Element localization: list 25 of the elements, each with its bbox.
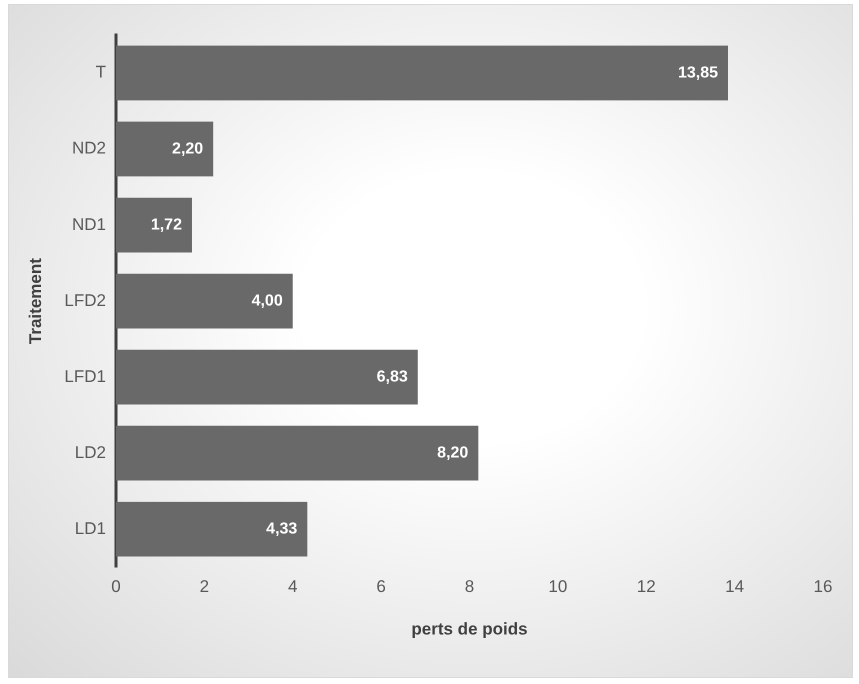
y-tick-label: LFD1: [64, 366, 106, 386]
x-tick-label: 10: [548, 577, 568, 596]
x-tick-label: 0: [111, 577, 121, 596]
y-tick-label: LD1: [74, 518, 106, 538]
x-tick-label: 6: [376, 577, 386, 596]
y-tick-label: ND2: [72, 138, 106, 158]
x-tick-label: 14: [725, 577, 744, 596]
y-tick-label: LD2: [74, 442, 106, 462]
data-label: 6,83: [376, 368, 408, 386]
x-tick-label: 2: [200, 577, 210, 596]
y-axis-title: Traitement: [26, 258, 45, 344]
y-tick-label: ND1: [72, 214, 106, 234]
data-label: 8,20: [437, 444, 468, 462]
y-tick-label: T: [96, 62, 106, 82]
data-label: 2,20: [172, 140, 204, 158]
x-tick-label: 16: [814, 577, 832, 596]
x-tick-label: 12: [636, 577, 656, 596]
y-tick-label: LFD2: [64, 290, 106, 310]
data-label: 1,72: [150, 216, 182, 234]
x-axis-title: perts de poids: [411, 619, 528, 638]
data-label: 4,33: [266, 520, 298, 538]
x-tick-label: 4: [288, 577, 298, 596]
x-tick-label: 8: [464, 577, 474, 596]
data-label: 13,85: [678, 64, 718, 82]
data-label: 4,00: [252, 292, 283, 310]
